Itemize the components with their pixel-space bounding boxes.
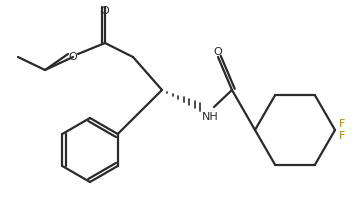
Text: F: F: [339, 131, 345, 141]
Text: F: F: [339, 119, 345, 129]
Text: O: O: [101, 6, 109, 16]
Text: NH: NH: [202, 112, 219, 122]
Text: O: O: [214, 47, 222, 57]
Text: O: O: [69, 52, 77, 62]
